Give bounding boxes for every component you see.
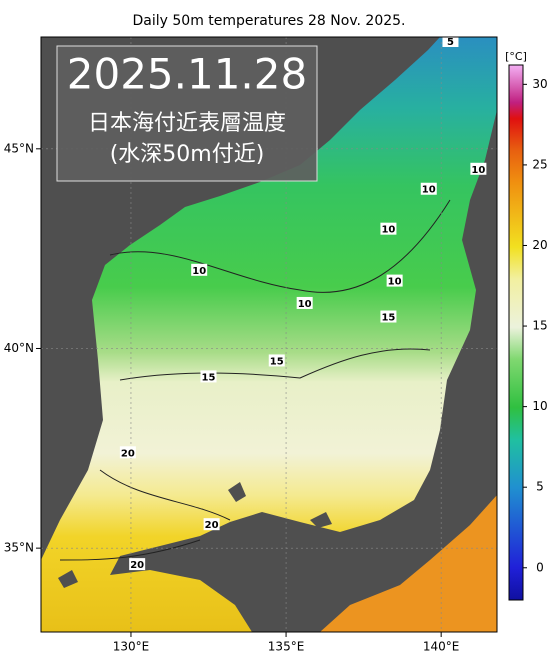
colorbar-tick-label: 15 <box>532 319 547 333</box>
contour-label-bg <box>386 274 403 287</box>
contour-line <box>119 348 431 381</box>
colorbar-ticks: 0 5 10 15 20 25 30 <box>523 77 548 574</box>
contour-label-bg <box>203 518 220 531</box>
colorbar-tick-label: 30 <box>532 77 547 91</box>
contour-label: 10 <box>388 277 402 288</box>
contour-label-bg <box>268 354 285 367</box>
contour-labels: 5 10 10 10 10 10 10 15 15 15 20 20 20 <box>119 37 487 571</box>
contour-label-bg <box>442 37 459 47</box>
colorbar-unit: [°C] <box>505 50 527 63</box>
y-tick-label: 35°N <box>4 541 34 555</box>
contour-label: 15 <box>202 372 216 383</box>
contour-label-bg <box>119 446 136 459</box>
contour-label-bg <box>420 182 437 195</box>
colorbar-tick-label: 5 <box>536 480 544 494</box>
contour-label-bg <box>296 296 313 309</box>
colorbar-tick-label: 0 <box>536 560 544 574</box>
y-tick-label: 45°N <box>4 141 34 155</box>
contour-label: 20 <box>121 448 135 459</box>
contour-label: 15 <box>381 313 395 324</box>
contour-label: 20 <box>205 520 219 531</box>
contour-label-bg <box>380 222 397 235</box>
contour-label: 10 <box>298 299 312 310</box>
contour-label: 20 <box>130 560 144 571</box>
colorbar-tick-label: 10 <box>532 399 547 413</box>
contour-line <box>99 469 231 521</box>
date-box <box>56 45 318 182</box>
contour-label: 15 <box>270 356 284 367</box>
contour-label-bg <box>200 370 217 383</box>
subtitle: 日本海付近表層温度 <box>88 111 286 136</box>
y-tick-label: 40°N <box>4 341 34 355</box>
contour-label: 10 <box>471 165 485 176</box>
pacific-sea <box>320 495 497 632</box>
x-tick-label: 140°E <box>423 640 460 654</box>
contour-label-bg <box>191 263 208 276</box>
contour-label-bg <box>129 558 146 571</box>
contour-line <box>59 539 201 561</box>
contour-label: 10 <box>381 225 395 236</box>
contour-label: 10 <box>422 185 436 196</box>
x-tick-label: 130°E <box>113 640 150 654</box>
chart-title: Daily 50m temperatures 28 Nov. 2025. <box>133 13 406 29</box>
contour-label: 10 <box>192 266 206 277</box>
date: 2025.11.28 <box>67 50 307 99</box>
contour-line <box>109 199 451 293</box>
subtitle: (水深50m付近) <box>110 142 265 167</box>
colorbar-tick-label: 25 <box>532 157 547 171</box>
contour-label-bg <box>380 310 397 323</box>
colorbar-tick-label: 20 <box>532 238 547 252</box>
sea <box>41 37 497 632</box>
frame <box>40 36 498 633</box>
contour-label: 5 <box>447 37 454 48</box>
x-tick-label: 135°E <box>268 640 305 654</box>
contour-label-bg <box>470 162 487 175</box>
colorbar <box>508 64 524 601</box>
